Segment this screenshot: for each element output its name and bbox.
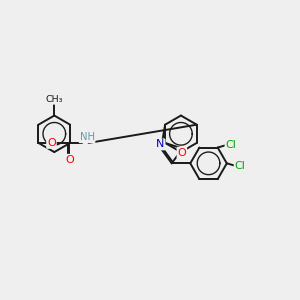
Text: O: O xyxy=(47,138,56,148)
Text: NH: NH xyxy=(80,132,94,142)
Text: CH₃: CH₃ xyxy=(46,95,63,104)
Text: O: O xyxy=(65,155,74,165)
Text: N: N xyxy=(156,140,165,149)
Text: O: O xyxy=(178,148,186,158)
Text: Cl: Cl xyxy=(226,140,236,150)
Text: Cl: Cl xyxy=(235,161,245,171)
